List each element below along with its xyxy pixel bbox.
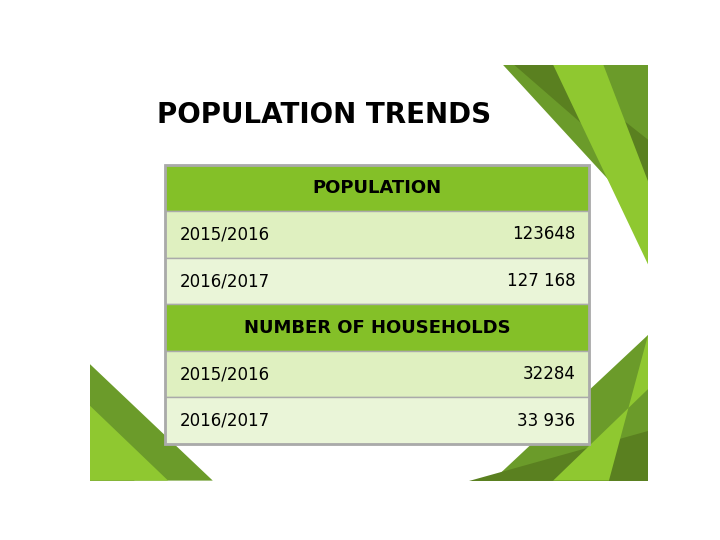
Text: POPULATION: POPULATION	[312, 179, 442, 197]
FancyBboxPatch shape	[166, 351, 590, 397]
FancyBboxPatch shape	[166, 211, 590, 258]
Text: 2016/2017: 2016/2017	[179, 272, 269, 290]
FancyBboxPatch shape	[166, 165, 590, 211]
FancyBboxPatch shape	[166, 305, 590, 351]
Polygon shape	[553, 335, 648, 481]
Polygon shape	[469, 431, 648, 481]
Text: 33 936: 33 936	[518, 411, 575, 430]
Text: 2015/2016: 2015/2016	[179, 225, 269, 244]
Text: 123648: 123648	[512, 225, 575, 244]
Polygon shape	[553, 65, 648, 265]
FancyBboxPatch shape	[166, 258, 590, 305]
Text: 2015/2016: 2015/2016	[179, 365, 269, 383]
Text: POPULATION TRENDS: POPULATION TRENDS	[157, 100, 492, 129]
Polygon shape	[90, 431, 213, 481]
FancyBboxPatch shape	[166, 397, 590, 444]
Text: 32284: 32284	[523, 365, 575, 383]
Text: 2016/2017: 2016/2017	[179, 411, 269, 430]
Polygon shape	[90, 364, 213, 481]
Polygon shape	[514, 65, 648, 181]
Polygon shape	[90, 406, 168, 481]
Text: NUMBER OF HOUSEHOLDS: NUMBER OF HOUSEHOLDS	[244, 319, 510, 336]
Polygon shape	[503, 65, 648, 223]
Polygon shape	[492, 335, 648, 481]
Text: 127 168: 127 168	[507, 272, 575, 290]
